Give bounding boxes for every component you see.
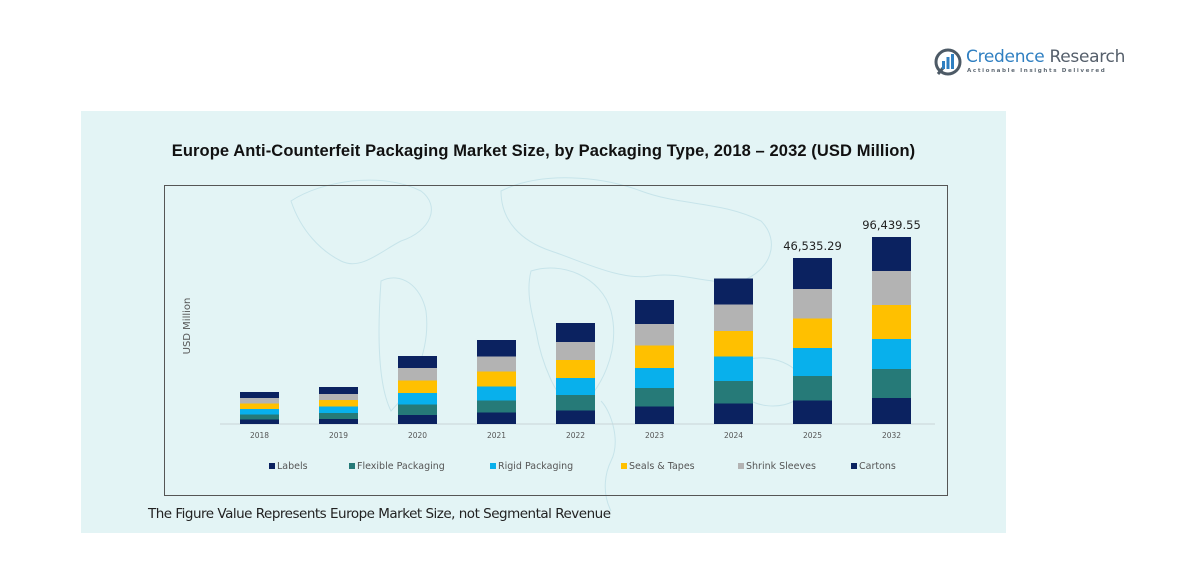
bar-2024-shrink-sleeves bbox=[714, 304, 753, 331]
bar-2022-rigid-packaging bbox=[556, 378, 595, 395]
legend-swatch bbox=[490, 463, 496, 469]
chart-panel: Europe Anti-Counterfeit Packaging Market… bbox=[81, 111, 1006, 533]
bar-2022-shrink-sleeves bbox=[556, 342, 595, 360]
bar-2021-seals-tapes bbox=[477, 371, 516, 387]
legend-item-seals-tapes: Seals & Tapes bbox=[621, 461, 695, 472]
x-tick-label: 2023 bbox=[645, 431, 664, 440]
bar-2024-rigid-packaging bbox=[714, 356, 753, 381]
bar-2025-seals-tapes bbox=[793, 318, 832, 348]
legend-label: Shrink Sleeves bbox=[746, 461, 816, 472]
bar-2022-flexible-packaging bbox=[556, 395, 595, 411]
bar-2024-labels bbox=[714, 403, 753, 424]
bar-2024-seals-tapes bbox=[714, 331, 753, 357]
legend-swatch bbox=[851, 463, 857, 469]
data-labels: 46,535.29 96,439.55 bbox=[783, 218, 921, 253]
bar-2025-shrink-sleeves bbox=[793, 289, 832, 319]
bar-2023-shrink-sleeves bbox=[635, 324, 674, 346]
legend-swatch bbox=[349, 463, 355, 469]
bar-2020-seals-tapes bbox=[398, 380, 437, 393]
bar-2020-flexible-packaging bbox=[398, 404, 437, 415]
legend-item-cartons: Cartons bbox=[851, 461, 896, 472]
bar-2019-seals-tapes bbox=[319, 400, 358, 407]
legend-label: Flexible Packaging bbox=[357, 461, 445, 472]
bar-2025-labels bbox=[793, 400, 832, 424]
bar-2023-seals-tapes bbox=[635, 345, 674, 368]
data-label-2032: 96,439.55 bbox=[862, 218, 921, 232]
bar-2025-flexible-packaging bbox=[793, 376, 832, 401]
bar-2032-seals-tapes bbox=[872, 305, 911, 339]
bar-2021-shrink-sleeves bbox=[477, 356, 516, 372]
legend-item-rigid-packaging: Rigid Packaging bbox=[490, 461, 573, 472]
x-tick-label: 2022 bbox=[566, 431, 585, 440]
bar-2032-labels bbox=[872, 398, 911, 424]
bar-2023-labels bbox=[635, 406, 674, 424]
bars-group bbox=[240, 237, 911, 424]
x-tick-label: 2032 bbox=[882, 431, 901, 440]
bar-2018-seals-tapes bbox=[240, 403, 279, 409]
legend: Labels Flexible Packaging Rigid Packaging S… bbox=[269, 461, 896, 472]
x-tick-label: 2021 bbox=[487, 431, 506, 440]
legend-swatch bbox=[738, 463, 744, 469]
bar-2023-cartons bbox=[635, 300, 674, 324]
bar-2022-labels bbox=[556, 410, 595, 424]
credence-logo-icon bbox=[934, 48, 962, 76]
bar-2019-shrink-sleeves bbox=[319, 394, 358, 400]
bar-2020-rigid-packaging bbox=[398, 393, 437, 405]
credence-research-logo: Credence Research Actionable Insights De… bbox=[934, 47, 1125, 79]
bar-2021-cartons bbox=[477, 340, 516, 357]
bar-2018-cartons bbox=[240, 392, 279, 398]
bar-2018-labels bbox=[240, 419, 279, 424]
bar-2021-flexible-packaging bbox=[477, 400, 516, 413]
bar-2022-seals-tapes bbox=[556, 360, 595, 378]
bar-2021-rigid-packaging bbox=[477, 386, 516, 401]
bar-2025-cartons bbox=[793, 258, 832, 289]
bar-2022-cartons bbox=[556, 323, 595, 342]
x-tick-label: 2018 bbox=[250, 431, 269, 440]
bar-2020-shrink-sleeves bbox=[398, 368, 437, 381]
bar-2024-cartons bbox=[714, 278, 753, 305]
x-tick-label: 2024 bbox=[724, 431, 743, 440]
legend-label: Rigid Packaging bbox=[498, 461, 573, 472]
brand-tagline: Actionable Insights Delivered bbox=[967, 68, 1107, 74]
bar-2024-flexible-packaging bbox=[714, 381, 753, 404]
bar-2032-shrink-sleeves bbox=[872, 271, 911, 305]
bar-2019-rigid-packaging bbox=[319, 406, 358, 413]
x-tick-labels: 2018 2019 2020 2021 2022 2023 2024 2025 2032 bbox=[250, 431, 901, 440]
legend-item-shrink-sleeves: Shrink Sleeves bbox=[738, 461, 816, 472]
bar-2020-labels bbox=[398, 415, 437, 424]
bar-2023-flexible-packaging bbox=[635, 388, 674, 407]
legend-item-flexible-packaging: Flexible Packaging bbox=[349, 461, 445, 472]
bar-2020-cartons bbox=[398, 356, 437, 368]
bar-2018-flexible-packaging bbox=[240, 414, 279, 420]
bar-2018-rigid-packaging bbox=[240, 409, 279, 415]
bar-2021-labels bbox=[477, 412, 516, 424]
bar-2018-shrink-sleeves bbox=[240, 398, 279, 404]
legend-item-labels: Labels bbox=[269, 461, 308, 472]
x-tick-label: 2020 bbox=[408, 431, 427, 440]
y-axis-label: USD Million bbox=[182, 298, 193, 355]
brand-name: Credence Research bbox=[966, 47, 1126, 67]
chart-area: USD Million 2018 2019 2020 2021 2022 2023 2024… bbox=[164, 185, 948, 496]
chart-title: Europe Anti-Counterfeit Packaging Market… bbox=[171, 142, 916, 160]
legend-label: Seals & Tapes bbox=[629, 461, 695, 472]
bar-2019-flexible-packaging bbox=[319, 413, 358, 419]
legend-swatch bbox=[621, 463, 627, 469]
data-label-2025: 46,535.29 bbox=[783, 239, 842, 253]
legend-label: Labels bbox=[277, 461, 308, 472]
bar-2032-flexible-packaging bbox=[872, 369, 911, 398]
bar-2019-cartons bbox=[319, 387, 358, 394]
bar-2032-rigid-packaging bbox=[872, 339, 911, 369]
x-tick-label: 2025 bbox=[803, 431, 822, 440]
bar-2025-rigid-packaging bbox=[793, 348, 832, 376]
bar-2032-cartons bbox=[872, 237, 911, 271]
x-tick-label: 2019 bbox=[329, 431, 348, 440]
stacked-bar-chart: USD Million 2018 2019 2020 2021 2022 2023 2024… bbox=[182, 218, 935, 472]
legend-label: Cartons bbox=[859, 461, 896, 472]
legend-swatch bbox=[269, 463, 275, 469]
bar-2019-labels bbox=[319, 419, 358, 424]
footnote: The Figure Value Represents Europe Marke… bbox=[148, 506, 611, 522]
bar-2023-rigid-packaging bbox=[635, 368, 674, 388]
